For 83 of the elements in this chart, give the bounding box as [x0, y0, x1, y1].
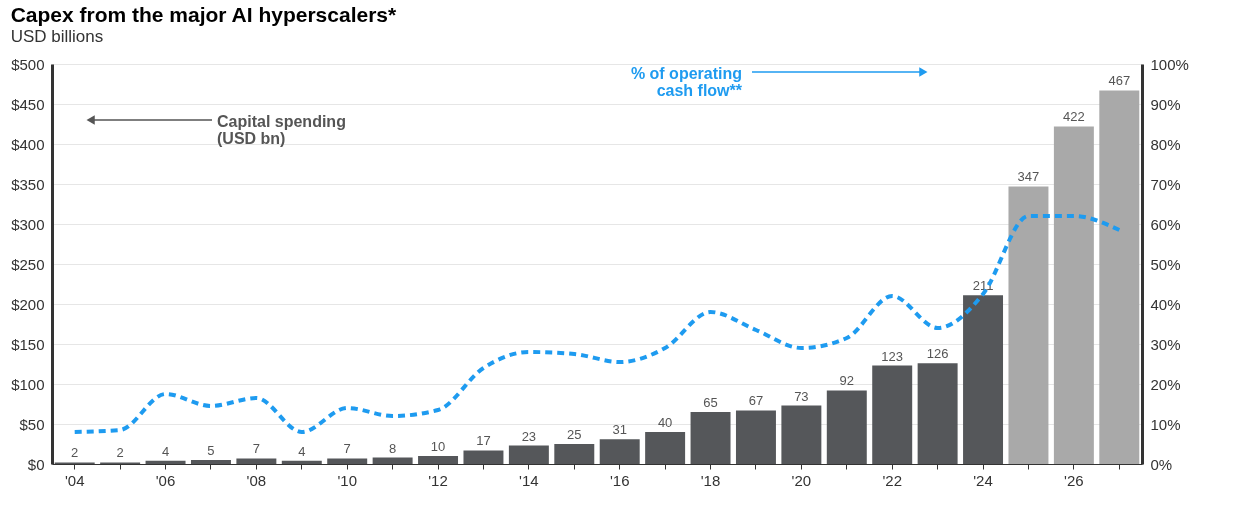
bar: [690, 412, 731, 464]
x-tick-label: '26: [1064, 471, 1084, 489]
bar: [917, 363, 958, 464]
y-tick-label: $100: [11, 375, 45, 393]
bar: [599, 439, 640, 464]
y2-tick-label: 40%: [1150, 295, 1181, 313]
y2-tick-label: 100%: [1150, 55, 1189, 73]
bar: [645, 432, 686, 464]
data-label: 65: [703, 395, 718, 410]
x-tick-label: '14: [519, 471, 539, 489]
chart-subtitle: USD billions: [10, 27, 104, 46]
annotation: % of operating cash flow**: [630, 65, 743, 99]
y-tick-label: $200: [11, 295, 45, 313]
data-label: 25: [567, 427, 582, 442]
y-tick-label: $250: [11, 255, 45, 273]
data-label: 2: [71, 445, 79, 461]
bar: [418, 456, 459, 464]
data-label: 73: [794, 388, 809, 404]
y-tick-label: $500: [11, 55, 45, 73]
y2-tick-label: 80%: [1150, 135, 1181, 153]
bar: [963, 295, 1004, 464]
data-label: 23: [521, 428, 537, 444]
data-label: 2: [116, 445, 124, 461]
y-tick-label: $0: [27, 455, 45, 473]
x-tick-label: '18: [700, 471, 721, 489]
x-tick-label: '20: [791, 471, 812, 489]
y2-tick-label: 30%: [1150, 335, 1181, 353]
bar: [872, 365, 913, 464]
y2-tick-label: 0%: [1150, 455, 1173, 473]
data-label: 40: [657, 415, 673, 430]
bar: [1099, 90, 1140, 464]
bar: [826, 390, 867, 464]
x-tick-label: '06: [155, 471, 176, 489]
data-label: 4: [161, 443, 170, 459]
y2-tick-label: 90%: [1150, 95, 1181, 113]
bar: [781, 405, 822, 464]
bar: [735, 410, 776, 464]
y2-tick-label: 10%: [1150, 415, 1181, 433]
data-label: 5: [207, 443, 215, 458]
x-tick-label: '08: [246, 471, 267, 489]
bar: [145, 460, 186, 464]
y-tick-label: $150: [11, 335, 45, 353]
bar: [372, 457, 413, 464]
data-label: 4: [298, 443, 306, 459]
bar: [1008, 186, 1049, 464]
x-tick-label: '04: [64, 471, 85, 489]
bar: [508, 445, 549, 464]
data-label: 347: [1017, 169, 1040, 185]
x-tick-label: '24: [973, 471, 993, 489]
x-tick-label: '16: [609, 471, 630, 489]
data-label: 126: [926, 346, 949, 362]
data-label: 467: [1108, 73, 1131, 89]
data-label: 92: [839, 373, 855, 389]
x-tick-label: '22: [882, 471, 902, 489]
y-tick-label: $350: [11, 175, 45, 193]
data-label: 123: [881, 348, 904, 364]
y2-tick-label: 70%: [1150, 175, 1181, 193]
chart-title: Capex from the major AI hyperscalers*: [10, 3, 397, 26]
y2-tick-label: 60%: [1150, 215, 1181, 233]
data-label: 17: [476, 433, 491, 449]
bar: [190, 460, 231, 464]
y2-tick-label: 20%: [1150, 375, 1181, 393]
data-label: 31: [612, 422, 627, 438]
annotation: Capital spending (USD bn): [217, 113, 346, 147]
bar: [281, 460, 322, 464]
y-tick-label: $50: [19, 415, 45, 433]
y-tick-label: $450: [11, 95, 45, 113]
data-label: 422: [1063, 109, 1085, 125]
y2-tick-label: 50%: [1150, 255, 1181, 273]
data-label: 10: [430, 439, 446, 454]
bar: [463, 450, 504, 464]
data-label: 8: [389, 440, 397, 456]
x-tick-label: '10: [337, 471, 357, 489]
x-tick-label: '12: [428, 471, 448, 489]
bar: [236, 458, 277, 464]
y-tick-label: $400: [11, 135, 45, 153]
bar: [554, 444, 595, 464]
bar: [1053, 126, 1094, 464]
data-label: 67: [748, 393, 764, 409]
data-label: 7: [252, 441, 260, 457]
data-label: 7: [343, 441, 351, 457]
bar: [327, 458, 368, 464]
y-tick-label: $300: [11, 215, 45, 233]
